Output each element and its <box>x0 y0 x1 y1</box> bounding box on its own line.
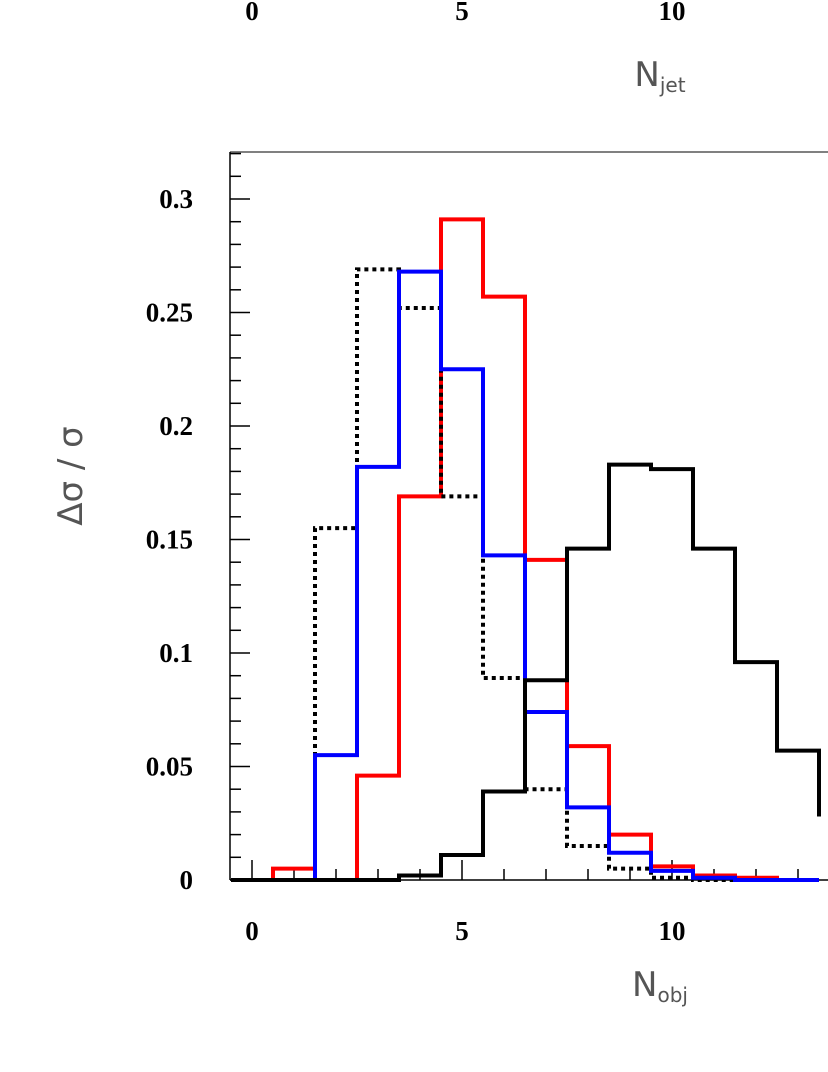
y-tick-label: 0 <box>180 865 194 895</box>
x-tick-label: 10 <box>659 916 686 946</box>
x-tick-labels: 0 5 10 <box>245 916 685 946</box>
top-x-axis-label-sub: jet <box>659 73 686 97</box>
y-tick-label: 0.15 <box>146 525 193 555</box>
main-panel: 0 0.05 0.1 0.15 0.2 0.25 0.3 0 5 10 Δσ / σ Nobj <box>51 151 828 1007</box>
top-panel: 0 5 10 Njet <box>245 0 685 97</box>
x-tick-label: 5 <box>455 916 469 946</box>
x-ticks <box>251 860 799 880</box>
histogram-series-4 <box>231 462 821 882</box>
y-tick-label: 0.25 <box>146 298 193 328</box>
y-axis-label: Δσ / σ <box>51 426 91 525</box>
y-tick-label: 0.1 <box>159 638 193 668</box>
top-x-axis-label-main: N <box>634 55 659 95</box>
x-tick-label: 0 <box>245 916 259 946</box>
y-tick-label: 0.2 <box>159 411 193 441</box>
x-axis-label-main: N <box>632 965 657 1005</box>
top-x-tick-label-0: 0 <box>245 0 259 26</box>
series-group <box>231 217 821 882</box>
x-axis-label-sub: obj <box>657 983 688 1007</box>
y-tick-label: 0.3 <box>159 184 193 214</box>
top-x-axis-label: Njet <box>634 55 685 97</box>
histogram-series-3 <box>231 269 819 882</box>
y-ticks <box>230 152 250 881</box>
x-axis-label: Nobj <box>632 965 688 1007</box>
top-x-tick-label-10: 10 <box>659 0 686 26</box>
y-tick-label: 0.05 <box>146 752 193 782</box>
top-x-tick-label-5: 5 <box>455 0 469 26</box>
y-tick-labels: 0 0.05 0.1 0.15 0.2 0.25 0.3 <box>146 184 193 895</box>
